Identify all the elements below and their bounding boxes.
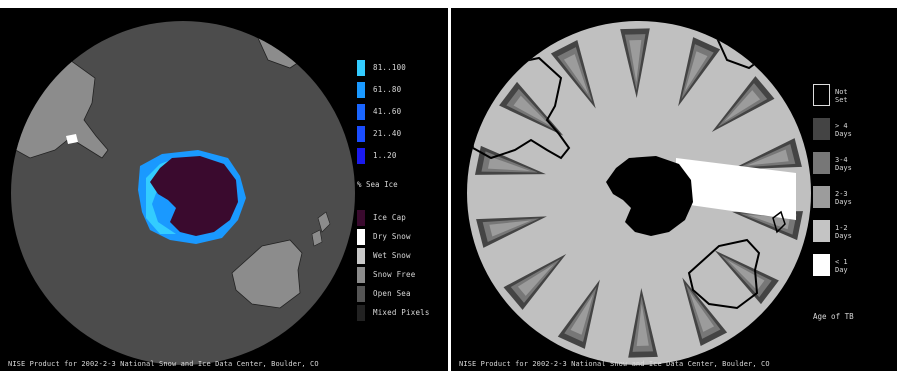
legend-swatch bbox=[357, 248, 365, 264]
sea-ice-legend-title: % Sea Ice bbox=[357, 180, 398, 189]
legend-swatch bbox=[813, 152, 830, 174]
legend-item: Wet Snow bbox=[357, 248, 411, 264]
legend-item: Mixed Pixels bbox=[357, 305, 430, 321]
age-wedge bbox=[563, 54, 589, 95]
legend-swatch bbox=[813, 220, 830, 242]
legend-label: 1-2 Days bbox=[835, 224, 852, 240]
legend-item: Ice Cap bbox=[357, 210, 406, 226]
legend-item: Dry Snow bbox=[357, 229, 411, 245]
age-wedge bbox=[629, 40, 642, 83]
legend-item: 61..80 bbox=[357, 82, 401, 98]
legend-swatch bbox=[357, 60, 365, 76]
legend-item: 81..100 bbox=[357, 60, 406, 76]
antarctica-ice-cap bbox=[150, 156, 238, 236]
legend-swatch bbox=[357, 126, 365, 142]
legend-swatch bbox=[357, 210, 365, 226]
legend-label: < 1 Day bbox=[835, 258, 848, 274]
australia-land bbox=[231, 239, 303, 309]
data-age-map-panel: Not Set > 4 Days 3-4 Days 2-3 Days 1-2 D… bbox=[451, 8, 897, 371]
south-america-outline bbox=[467, 56, 571, 160]
antarctica-not-set bbox=[606, 156, 693, 236]
legend-swatch bbox=[813, 186, 830, 208]
recent-data-swath bbox=[676, 158, 796, 220]
legend-item: Snow Free bbox=[357, 267, 415, 283]
australia-outline bbox=[687, 238, 761, 310]
age-wedge bbox=[517, 264, 554, 296]
legend-swatch bbox=[357, 267, 365, 283]
age-wedge bbox=[689, 291, 715, 332]
legend-label: 2-3 Days bbox=[835, 190, 852, 206]
legend-item: 21..40 bbox=[357, 126, 401, 142]
legend-label: Snow Free bbox=[373, 270, 416, 279]
age-wedge bbox=[747, 215, 791, 230]
legend-swatch bbox=[357, 148, 365, 164]
sea-ice-map-panel: 81..100 61..80 41..60 21..40 1..20 % Sea… bbox=[0, 8, 448, 371]
legend-label: Wet Snow bbox=[373, 251, 411, 260]
new-zealand-outline bbox=[772, 210, 786, 234]
legend-swatch bbox=[813, 254, 830, 276]
legend-label: Not Set bbox=[835, 88, 848, 104]
sea-ice-map bbox=[11, 21, 355, 365]
age-legend: Not Set > 4 Days 3-4 Days 2-3 Days 1-2 D… bbox=[813, 84, 893, 324]
legend-label: Dry Snow bbox=[373, 232, 411, 241]
legend-item: Open Sea bbox=[357, 286, 411, 302]
legend-swatch bbox=[813, 118, 830, 140]
legend-label: 3-4 Days bbox=[835, 156, 852, 172]
legend-swatch bbox=[357, 104, 365, 120]
legend-label: > 4 Days bbox=[835, 122, 852, 138]
age-wedges bbox=[474, 28, 804, 358]
legend-item: 41..60 bbox=[357, 104, 401, 120]
legend-swatch bbox=[357, 229, 365, 245]
age-wedge bbox=[489, 220, 532, 237]
legend-label: Mixed Pixels bbox=[373, 308, 430, 317]
age-wedge bbox=[570, 294, 594, 335]
age-wedge bbox=[487, 156, 531, 171]
legend-label: 41..60 bbox=[373, 107, 402, 116]
map-caption: NISE Product for 2002-2-3 National Snow … bbox=[459, 360, 770, 368]
legend-label: 81..100 bbox=[373, 63, 407, 72]
dry-snow-patch bbox=[66, 134, 78, 144]
legend-swatch bbox=[357, 82, 365, 98]
age-wedge bbox=[746, 149, 789, 166]
map-caption: NISE Product for 2002-2-3 National Snow … bbox=[8, 360, 319, 368]
legend-label: Ice Cap bbox=[373, 213, 407, 222]
age-wedge bbox=[636, 303, 649, 346]
sea-ice-legend: 81..100 61..80 41..60 21..40 1..20 % Sea… bbox=[357, 60, 447, 321]
age-wedge bbox=[513, 95, 551, 126]
legend-item: 1..20 bbox=[357, 148, 397, 164]
data-age-map bbox=[467, 21, 811, 365]
legend-swatch bbox=[357, 305, 365, 321]
age-wedge bbox=[684, 51, 708, 92]
legend-swatch bbox=[813, 84, 830, 106]
legend-label: Open Sea bbox=[373, 289, 411, 298]
legend-label: 61..80 bbox=[373, 85, 402, 94]
legend-swatch bbox=[357, 286, 365, 302]
age-wedge bbox=[724, 90, 761, 122]
new-zealand-land bbox=[311, 211, 331, 247]
sea-ice-high bbox=[146, 158, 176, 234]
legend-label: 21..40 bbox=[373, 129, 402, 138]
age-legend-title: Age of TB bbox=[813, 312, 854, 321]
legend-label: 1..20 bbox=[373, 151, 397, 160]
